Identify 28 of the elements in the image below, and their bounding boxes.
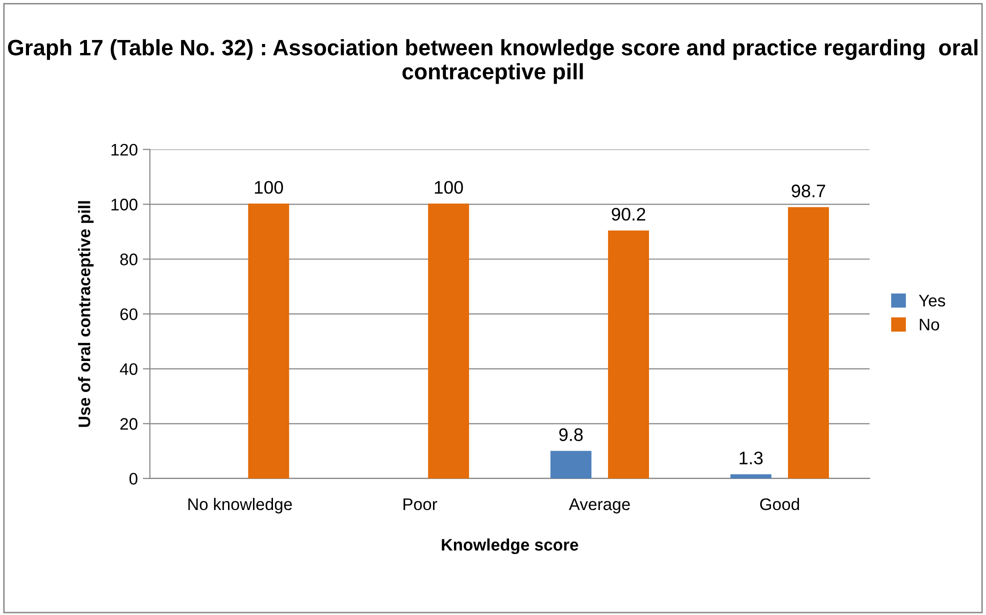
- y-tick-label: 40: [120, 363, 138, 375]
- x-tick-label: Good: [760, 498, 799, 510]
- bar: [428, 204, 470, 478]
- y-axis-title: Use of oral contraceptive pill: [78, 201, 94, 427]
- y-tick-label: 20: [120, 418, 138, 430]
- chart-title: Graph 17 (Table No. 32) : Association between knowledge score and practice regarding oral contraceptive pill: [8, 39, 978, 84]
- data-label: 100: [434, 180, 463, 194]
- x-axis-title: Knowledge score: [442, 538, 578, 554]
- data-label: 9.8: [559, 428, 583, 442]
- y-tick-label: 100: [112, 198, 138, 210]
- bar: [608, 230, 650, 478]
- data-label: 98.7: [792, 184, 826, 198]
- bar: [730, 474, 772, 478]
- bar: [788, 207, 829, 478]
- y-tick-label: 60: [120, 308, 138, 320]
- data-label: 90.2: [612, 208, 646, 221]
- bar: [550, 450, 592, 478]
- data-label: 100: [254, 180, 283, 194]
- y-tick-label: 120: [112, 144, 138, 156]
- y-tick-label: 0: [129, 472, 138, 485]
- data-label: 1.3: [740, 452, 763, 464]
- legend-label: Yes: [918, 294, 946, 306]
- x-tick-label: No knowledge: [188, 498, 292, 514]
- x-tick-label: Poor: [404, 498, 438, 510]
- y-tick-label: 80: [120, 254, 138, 266]
- bar: [248, 204, 290, 478]
- legend-label: No: [920, 318, 940, 330]
- x-tick-label: Average: [568, 498, 630, 514]
